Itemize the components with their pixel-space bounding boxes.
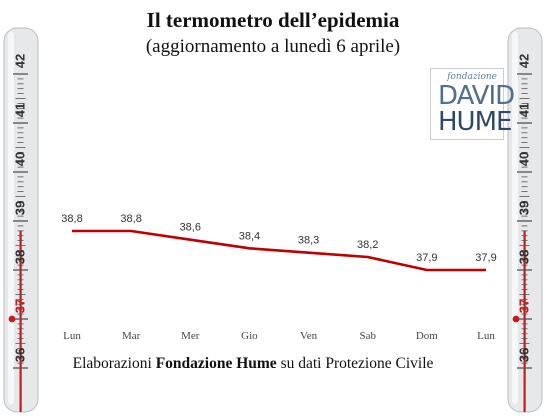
chart-subtitle: (aggiornamento a lunedì 6 aprile) <box>145 36 401 57</box>
credit-line: Elaborazioni Fondazione Hume su dati Pro… <box>0 355 506 373</box>
normal-temp-marker <box>8 315 16 323</box>
logo-line-1: DAVID <box>438 81 515 111</box>
normal-temp-marker <box>512 315 520 323</box>
data-label: 38,6 <box>180 222 201 234</box>
thermometer-right: 42 41 40 39 38 37 36 <box>507 27 543 413</box>
credit-suffix: su dati Protezione Civile <box>276 355 434 372</box>
tube-highlight <box>8 32 14 404</box>
scale-label: 40 <box>13 152 28 166</box>
data-label: 37,9 <box>475 252 496 264</box>
scale-label: 37 <box>13 299 28 313</box>
tube-highlight <box>512 32 518 404</box>
x-tick-label: Lun <box>63 330 81 342</box>
data-label: 38,4 <box>239 230 260 242</box>
x-tick-label: Ven <box>300 330 318 342</box>
x-tick-label: Dom <box>416 330 438 342</box>
x-tick-label: Mar <box>122 330 141 342</box>
fondazione-hume-logo: fondazione DAVID HUME <box>430 68 515 140</box>
scale-label: 37 <box>517 299 532 313</box>
scale-label: 41 <box>13 103 28 117</box>
scale-label: 41 <box>517 103 532 117</box>
scale-label: 38 <box>517 250 532 264</box>
data-label: 37,9 <box>416 252 437 264</box>
data-label: 38,8 <box>61 213 82 225</box>
mercury-column <box>19 230 22 412</box>
mercury-column <box>523 230 526 412</box>
scale-label: 36 <box>13 348 28 362</box>
scale-label: 42 <box>517 54 532 68</box>
series-line <box>72 229 486 272</box>
thermometer-left: 42 41 40 39 38 37 36 <box>3 27 39 413</box>
data-label: 38,3 <box>298 235 319 247</box>
scale-label: 40 <box>517 152 532 166</box>
credit-prefix: Elaborazioni <box>72 355 156 372</box>
x-tick-label: Lun <box>477 330 495 342</box>
x-tick-label: Gio <box>241 330 258 342</box>
chart-title: Il termometro dell’epidemia <box>146 8 400 32</box>
data-label: 38,8 <box>120 213 141 225</box>
credit-org: Fondazione Hume <box>155 355 277 372</box>
x-tick-label: Mer <box>181 330 200 342</box>
x-tick-label: Sab <box>359 330 376 342</box>
data-label: 38,2 <box>357 239 378 251</box>
logo-line-2: HUME <box>438 107 512 137</box>
scale-label: 36 <box>517 348 532 362</box>
logo-small-text: fondazione <box>447 72 497 82</box>
scale-label: 38 <box>13 250 28 264</box>
scale-label: 39 <box>13 201 28 215</box>
scale-label: 42 <box>13 54 28 68</box>
scale-label: 39 <box>517 201 532 215</box>
